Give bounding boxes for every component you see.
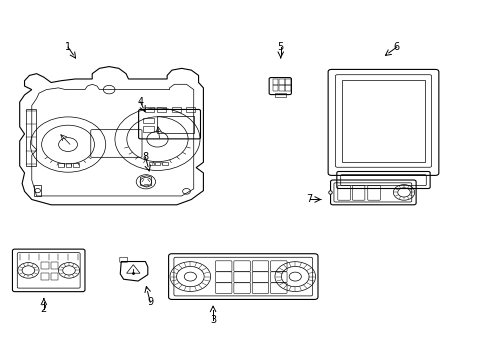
Bar [145, 107, 154, 112]
Text: 7: 7 [306, 194, 312, 204]
Bar [274, 93, 285, 97]
Text: 4: 4 [137, 97, 143, 107]
Text: 8: 8 [142, 152, 148, 162]
Bar [162, 162, 167, 165]
Bar [41, 273, 49, 280]
Text: 1: 1 [65, 42, 71, 52]
Bar [278, 79, 284, 85]
Bar [272, 85, 278, 91]
Bar [157, 107, 166, 112]
Text: 5: 5 [277, 42, 284, 52]
Bar [278, 85, 284, 91]
Bar [41, 262, 49, 269]
Bar [157, 116, 193, 133]
Bar [65, 163, 71, 167]
Bar [272, 79, 278, 85]
Bar [285, 79, 290, 85]
Text: 2: 2 [41, 304, 47, 314]
Bar [155, 162, 160, 165]
Bar [73, 163, 79, 167]
Text: 9: 9 [147, 297, 153, 307]
Bar [172, 107, 180, 112]
Bar [342, 80, 424, 162]
Bar [142, 118, 153, 123]
Text: 3: 3 [209, 315, 216, 325]
Bar [285, 85, 290, 91]
Bar [58, 163, 64, 167]
Bar [51, 262, 58, 269]
Bar [26, 109, 36, 166]
Bar [142, 126, 153, 132]
Bar [186, 107, 195, 112]
Bar [148, 162, 154, 165]
Bar [51, 273, 58, 280]
Text: 6: 6 [393, 42, 399, 52]
